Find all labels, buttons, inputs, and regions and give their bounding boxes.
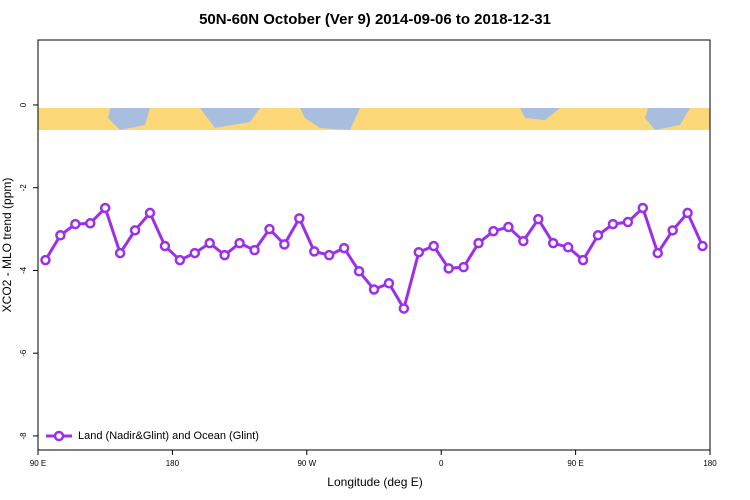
data-point (99, 202, 111, 214)
data-point (219, 249, 230, 261)
data-point (309, 246, 320, 257)
data-point (398, 303, 410, 314)
x-axis-label: Longitude (deg E) (327, 475, 422, 489)
y-tick-label: -2 (19, 184, 28, 192)
data-point (413, 246, 425, 258)
data-point (129, 225, 141, 236)
data-point (70, 218, 81, 230)
y-tick-label: 0 (19, 102, 28, 107)
data-point (667, 225, 678, 236)
data-point (368, 284, 380, 295)
data-point (159, 240, 171, 252)
data-point (189, 247, 201, 259)
data-point (85, 218, 96, 229)
data-point (174, 254, 186, 266)
chart-title: 50N-60N October (Ver 9) 2014-09-06 to 20… (199, 11, 551, 28)
data-point (488, 225, 499, 237)
data-point (383, 278, 395, 289)
data-point (607, 218, 619, 230)
data-point (592, 230, 604, 241)
data-point (533, 213, 544, 225)
y-axis-label: XCO2 - MLO trend (ppm) (0, 178, 14, 313)
data-point (428, 240, 439, 252)
data-point (473, 237, 484, 249)
data-point (264, 223, 275, 235)
data-point (249, 244, 260, 256)
data-point (338, 242, 350, 254)
data-point (697, 240, 708, 252)
map-band (38, 108, 710, 130)
data-point (353, 266, 365, 277)
x-tick-label: 90 W (297, 459, 316, 468)
data-point (562, 242, 574, 253)
data-point (637, 202, 649, 214)
data-point (652, 247, 663, 259)
y-tick-label: -6 (19, 349, 28, 357)
legend-label: Land (Nadir&Glint) and Ocean (Glint) (78, 430, 259, 442)
data-point (279, 239, 290, 250)
data-point (55, 230, 66, 241)
y-tick-label: -4 (19, 266, 28, 274)
data-point (547, 237, 559, 249)
data-point (144, 207, 156, 219)
data-point (622, 216, 634, 228)
data-point (682, 207, 693, 219)
x-tick-label: 180 (166, 459, 180, 468)
x-tick-label: 0 (439, 459, 444, 468)
data-point (503, 221, 514, 233)
x-tick-label: 90 E (567, 459, 583, 468)
x-tick-label: 90 E (30, 459, 46, 468)
plot-frame (37, 39, 711, 451)
legend-marker (53, 430, 65, 442)
x-tick-label: 180 (703, 459, 717, 468)
data-point (577, 254, 589, 266)
data-point (234, 237, 245, 249)
y-tick-label: -8 (19, 432, 28, 440)
data-point (294, 213, 305, 224)
data-point (204, 237, 215, 249)
data-point (443, 263, 454, 274)
data-point (323, 249, 335, 261)
map-ocean (108, 108, 690, 130)
data-point (114, 247, 126, 259)
data-point (458, 261, 469, 273)
data-point (40, 254, 51, 266)
data-point (518, 235, 529, 247)
